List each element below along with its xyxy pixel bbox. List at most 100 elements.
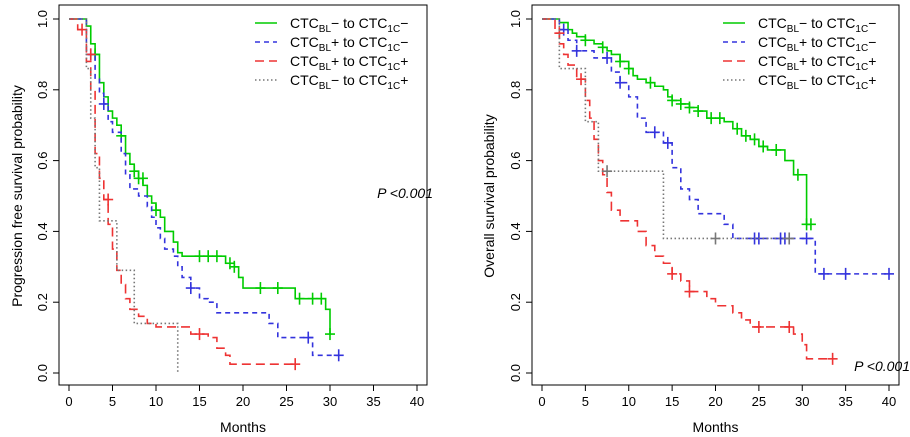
x-tick-label: 30 [323, 394, 337, 409]
y-tick-label: 0.6 [35, 152, 50, 170]
censor-mark [194, 328, 205, 341]
censor-mark [706, 112, 717, 125]
x-tick-label: 35 [838, 394, 852, 409]
censor-mark [740, 129, 751, 142]
censor-mark [693, 105, 704, 118]
x-tick-label: 10 [149, 394, 163, 409]
censor-mark [714, 112, 725, 125]
legend-label: CTCBL− to CTC1C− [758, 15, 876, 35]
censor-mark [615, 76, 626, 89]
censor-mark [675, 97, 686, 110]
censor-mark [576, 73, 587, 86]
censor-mark [792, 168, 803, 181]
x-tick-label: 0 [538, 394, 545, 409]
legend-label: CTCBL− to CTC1C− [290, 15, 408, 35]
censor-mark [137, 172, 148, 185]
censor-mark [684, 285, 695, 298]
censor-mark [129, 165, 140, 178]
y-axis-title: Overall survival probability [481, 114, 497, 277]
censor-mark [667, 94, 678, 107]
y-axis-title: Progression free survival probability [9, 85, 25, 307]
censor-mark [229, 260, 240, 273]
km-curve-series-4 [69, 18, 179, 373]
censor-mark [784, 232, 795, 245]
censor-mark [827, 352, 838, 365]
censor-mark [77, 23, 88, 36]
censor-mark [649, 126, 660, 139]
x-tick-label: 25 [752, 394, 766, 409]
censor-mark [784, 320, 795, 333]
legend-label: CTCBL+ to CTC1C− [758, 34, 876, 54]
censor-mark [710, 232, 721, 245]
censor-mark [307, 292, 318, 305]
censor-mark [272, 282, 283, 295]
censor-mark [98, 97, 109, 110]
censor-mark [602, 165, 613, 178]
p-value-annotation: P <0.001 [854, 358, 910, 374]
chart-panel-2: 0 5 10 15 20 25 30 35 40 0.0 0.2 0.4 0.6 0.8 1.0 Months… [481, 4, 910, 435]
censor-mark [667, 267, 678, 280]
censor-mark [151, 204, 161, 217]
y-tick-label: 0.4 [35, 222, 50, 240]
censor-mark [571, 44, 582, 57]
censor-mark [749, 133, 760, 146]
y-tick-label: 0.2 [508, 293, 523, 311]
legend-label: CTCBL+ to CTC1C− [290, 34, 408, 54]
censor-mark [623, 62, 634, 75]
censor-mark [303, 331, 314, 344]
x-tick-label: 20 [236, 394, 250, 409]
curves [542, 18, 894, 365]
km-curve-series-2 [69, 18, 339, 357]
y-tick-label: 0.8 [508, 81, 523, 99]
censor-mark [801, 232, 812, 245]
legend: CTCBL− to CTC1C−CTCBL+ to CTC1C−CTCBL+ t… [723, 15, 876, 92]
y-tick-label: 1.0 [508, 10, 523, 28]
x-tick-label: 35 [366, 394, 380, 409]
censor-mark [294, 292, 305, 305]
censor-mark [194, 250, 205, 263]
censor-mark [580, 34, 591, 47]
x-tick-label: 40 [410, 394, 424, 409]
censor-mark [645, 76, 656, 89]
censor-mark [771, 143, 782, 156]
chart-panel-1: 0 5 10 15 20 25 30 35 40 0.0 0.2 0.4 0.6 0.8 1.0 Months… [9, 4, 433, 435]
censor-mark [615, 55, 626, 68]
y-tick-label: 0.4 [508, 222, 523, 240]
x-tick-label: 15 [665, 394, 679, 409]
y-tick-label: 0.6 [508, 152, 523, 170]
censor-mark [684, 101, 695, 114]
x-tick-label: 5 [109, 394, 116, 409]
legend-label: CTCBL− to CTC1C+ [290, 72, 408, 92]
censor-mark [884, 267, 894, 280]
legend-label: CTCBL+ to CTC1C+ [758, 53, 876, 73]
censor-mark [185, 282, 196, 295]
y-tick-label: 1.0 [35, 10, 50, 28]
legend-label: CTCBL− to CTC1C+ [758, 72, 876, 92]
censor-mark [840, 267, 851, 280]
legend: CTCBL− to CTC1C−CTCBL+ to CTC1C−CTCBL+ t… [255, 15, 408, 92]
censor-mark [211, 250, 222, 263]
censor-mark [818, 267, 829, 280]
x-tick-label: 40 [882, 394, 896, 409]
p-value-annotation: P <0.001 [377, 185, 433, 201]
censor-mark [333, 349, 344, 362]
y-tick-label: 0.0 [35, 364, 50, 382]
legend-label: CTCBL+ to CTC1C+ [290, 53, 408, 73]
censor-mark [554, 27, 565, 40]
censor-mark [732, 122, 743, 135]
x-axis-title: Months [220, 419, 266, 435]
censor-mark [758, 140, 769, 153]
censor-mark [203, 250, 214, 263]
x-tick-label: 30 [795, 394, 809, 409]
km-curve-series-4 [542, 18, 790, 240]
y-tick-label: 0.2 [35, 293, 50, 311]
censor-mark [662, 136, 673, 149]
censor-mark [597, 41, 608, 54]
censor-mark [602, 51, 613, 64]
curves [69, 18, 344, 373]
censor-mark [103, 193, 114, 206]
censor-mark [805, 218, 816, 231]
censor-mark [85, 48, 96, 61]
x-tick-label: 5 [582, 394, 589, 409]
